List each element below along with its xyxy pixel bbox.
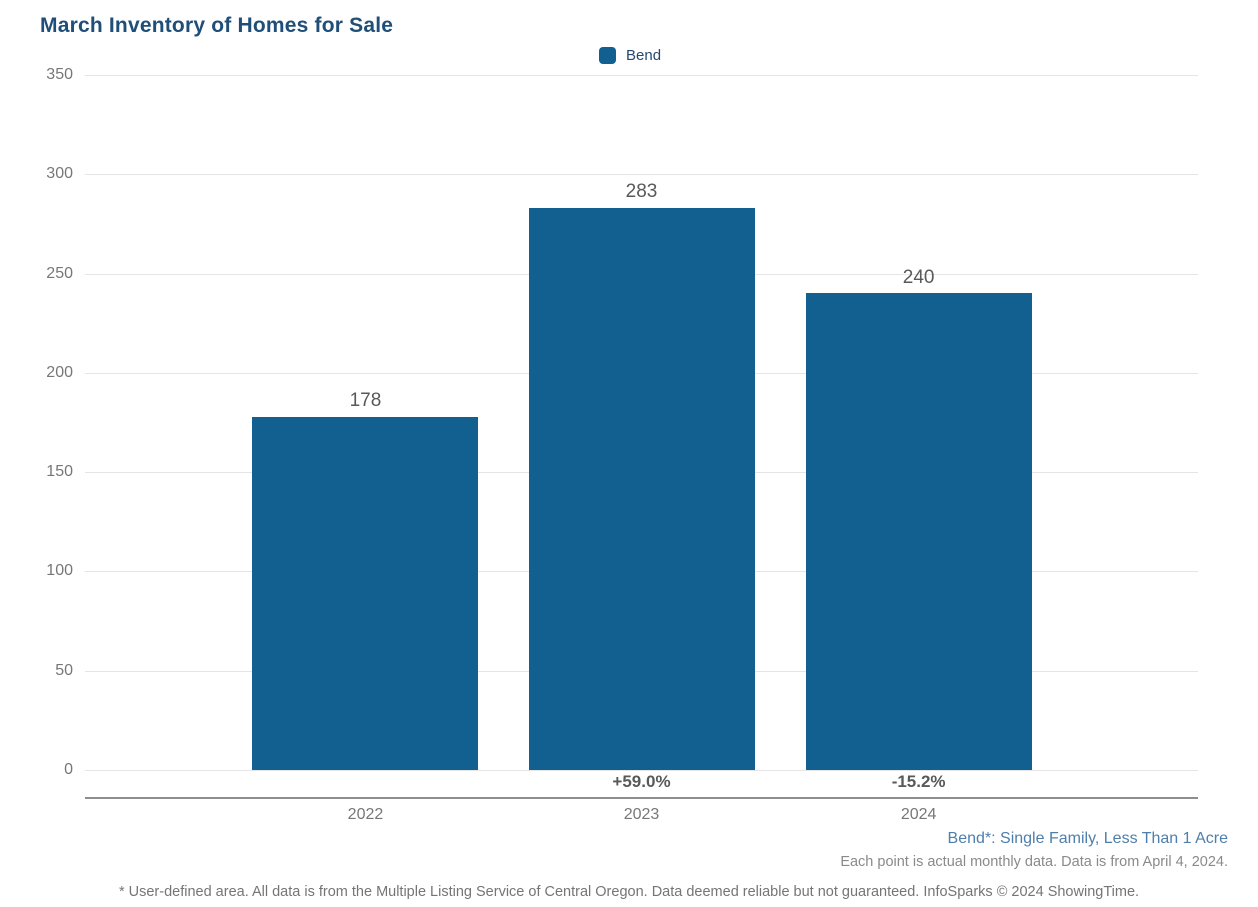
- footer-disclaimer: * User-defined area. All data is from th…: [118, 884, 1140, 900]
- pct-change-label: +59.0%: [612, 772, 671, 791]
- bar-value-label: 178: [349, 389, 382, 411]
- percent-change-row: +59.0% -15.2%: [85, 772, 1198, 796]
- bar-2022[interactable]: [252, 416, 479, 770]
- gridline: [85, 174, 1198, 176]
- legend-swatch-icon: [599, 47, 616, 64]
- data-source-note: Each point is actual monthly data. Data …: [840, 854, 1228, 870]
- bar-group-2022: 178: [252, 75, 479, 770]
- series-definition-note: Bend*: Single Family, Less Than 1 Acre: [947, 830, 1228, 847]
- chart-notes: Bend*: Single Family, Less Than 1 Acre E…: [840, 830, 1228, 870]
- bar-value-label: 240: [902, 266, 935, 288]
- bar-2023[interactable]: [528, 208, 755, 770]
- x-axis-line: [85, 797, 1198, 799]
- gridline: [85, 770, 1198, 771]
- y-tick-label: 0: [64, 761, 73, 778]
- bar-2024[interactable]: [805, 293, 1032, 770]
- y-tick-label: 300: [46, 165, 73, 183]
- y-tick-label: 350: [46, 66, 73, 83]
- x-tick-label: 2022: [347, 806, 384, 823]
- x-tick-label: 2024: [900, 806, 937, 823]
- chart-title: March Inventory of Homes for Sale: [40, 14, 394, 37]
- x-tick-label: 2023: [623, 806, 660, 823]
- y-tick-label: 100: [46, 562, 73, 580]
- legend-item-bend[interactable]: Bend: [599, 47, 661, 64]
- pct-change-label: -15.2%: [891, 772, 946, 791]
- y-tick-label: 200: [46, 363, 73, 381]
- y-tick-label: 250: [46, 264, 73, 282]
- bar-group-2023: 283: [528, 75, 755, 770]
- x-axis-labels: 2022 2023 2024: [85, 806, 1198, 828]
- plot-area: 178 283 240: [85, 75, 1198, 771]
- bar-value-label: 283: [625, 181, 658, 203]
- bar-group-2024: 240: [805, 75, 1032, 770]
- y-tick-label: 150: [46, 463, 73, 481]
- y-tick-label: 50: [55, 661, 73, 679]
- legend-label: Bend: [626, 47, 662, 64]
- y-axis-labels: 0 50 100 150 200 250 300 350: [0, 66, 73, 778]
- gridline: [85, 75, 1198, 76]
